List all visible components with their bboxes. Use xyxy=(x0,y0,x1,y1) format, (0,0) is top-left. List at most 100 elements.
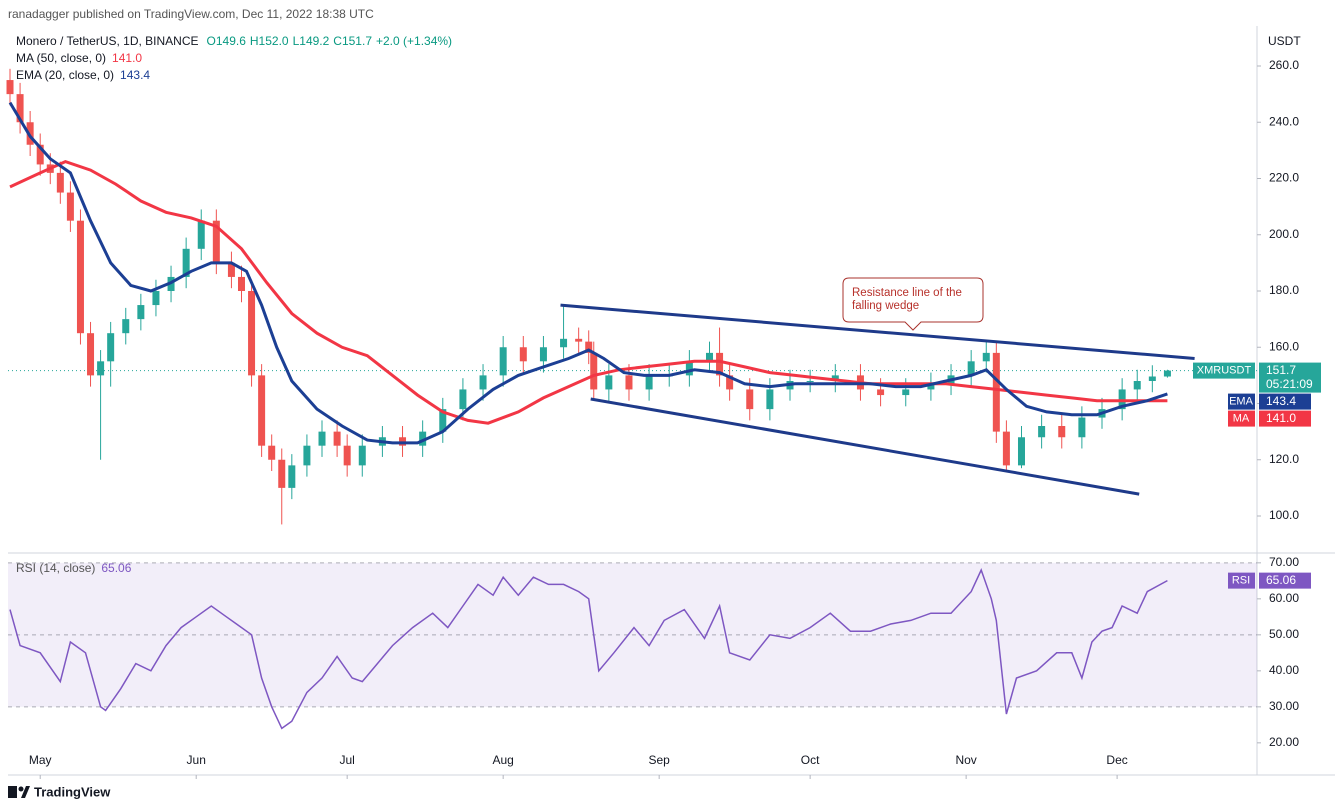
annotation-text: falling wedge xyxy=(852,300,919,312)
y-tick-label: 60.00 xyxy=(1269,591,1299,605)
y-tick-label: 30.00 xyxy=(1269,699,1299,713)
candle-body xyxy=(967,361,975,376)
candle-body xyxy=(716,352,724,376)
trendline xyxy=(560,303,1195,360)
candle-body xyxy=(16,94,24,123)
annotation-text: Resistance line of the xyxy=(852,287,962,299)
candle-body xyxy=(288,465,296,488)
candle-body xyxy=(56,172,64,193)
candle-body xyxy=(705,352,713,362)
callout xyxy=(842,277,984,331)
brand-logo xyxy=(8,786,30,798)
candle-body xyxy=(992,352,1000,432)
x-tick-label: Aug xyxy=(492,753,513,767)
candle-body xyxy=(539,347,547,362)
x-tick-label: Jun xyxy=(187,753,206,767)
legend-name: RSI (14, close) xyxy=(16,561,95,575)
candle-body xyxy=(419,431,427,446)
ohlc: L149.2 xyxy=(293,34,330,48)
candle-body xyxy=(1148,376,1156,381)
candle-body xyxy=(1038,426,1046,438)
plot-area: MayJunJulAugSepOctNovDec100.0120.0140.01… xyxy=(6,58,1321,779)
price-tag xyxy=(1259,362,1321,393)
candle-body xyxy=(519,347,527,362)
y-tick-label: 70.00 xyxy=(1269,555,1299,569)
y-tick-label: 200.0 xyxy=(1269,227,1299,241)
trendline xyxy=(590,397,1140,496)
candle-body xyxy=(605,375,613,390)
candle-body xyxy=(560,338,568,348)
candle-body xyxy=(182,248,190,277)
indicator-line xyxy=(9,159,1168,425)
price-tag-name: XMRUSDT xyxy=(1197,365,1252,377)
y-tick-label: 50.00 xyxy=(1269,627,1299,641)
y-tick-label: 120.0 xyxy=(1269,452,1299,466)
candle-body xyxy=(87,333,95,376)
price-tag-value: 151.7 xyxy=(1266,363,1296,377)
candle-body xyxy=(358,445,366,466)
candle-body xyxy=(1078,417,1086,438)
x-tick-label: May xyxy=(29,753,52,767)
x-tick-label: Dec xyxy=(1106,753,1127,767)
candle-body xyxy=(746,389,754,410)
legend-symbol: Monero / TetherUS, 1D, BINANCE O149.6 H152… xyxy=(16,34,452,48)
candle-body xyxy=(6,80,14,95)
candle-body xyxy=(212,220,220,263)
candle-body xyxy=(1017,437,1025,466)
candle-body xyxy=(107,333,115,362)
ohlc: C151.7 xyxy=(333,34,372,48)
candle-body xyxy=(36,144,44,165)
candle-body xyxy=(248,291,256,376)
candle-body xyxy=(439,409,447,432)
candle-body xyxy=(333,431,341,446)
y-tick-label: 20.00 xyxy=(1269,735,1299,749)
legend-value: 143.4 xyxy=(120,68,150,82)
candle-body xyxy=(1133,381,1141,390)
candle-body xyxy=(877,389,885,396)
candle-body xyxy=(303,445,311,466)
legend-name: MA (50, close, 0) xyxy=(16,51,106,65)
series-tag xyxy=(1259,572,1311,589)
candle-body xyxy=(982,352,990,362)
candle-body xyxy=(806,381,814,382)
candle-body xyxy=(1002,431,1010,466)
x-tick-label: Oct xyxy=(801,753,820,767)
series-tag-value: 65.06 xyxy=(1266,573,1296,587)
candle-body xyxy=(152,291,160,306)
candle-body xyxy=(76,220,84,334)
legend-ema: EMA (20, close, 0) 143.4 xyxy=(16,68,150,82)
candle-body xyxy=(343,445,351,466)
series-tag-label xyxy=(1228,410,1255,427)
candle-body xyxy=(137,305,145,320)
candle-body xyxy=(499,347,507,376)
legend-rsi: RSI (14, close) 65.06 xyxy=(16,561,132,575)
candle-body xyxy=(197,220,205,249)
y-tick-label: 40.00 xyxy=(1269,663,1299,677)
series-tag xyxy=(1259,393,1311,410)
symbol: Monero / TetherUS, 1D, BINANCE xyxy=(16,34,199,48)
price-tag-label xyxy=(1193,362,1255,379)
candle-body xyxy=(66,192,74,221)
candle-body xyxy=(645,375,653,390)
y-tick-label: 160.0 xyxy=(1269,339,1299,353)
series-tag-value: 143.4 xyxy=(1266,394,1296,408)
candle-body xyxy=(258,375,266,446)
ohlc: O149.6 xyxy=(207,34,247,48)
candle-body xyxy=(1163,370,1171,377)
y-tick-label: 180.0 xyxy=(1269,283,1299,297)
candle-body xyxy=(459,389,467,410)
ohlc: +2.0 (+1.34%) xyxy=(376,34,452,48)
candle-body xyxy=(268,445,276,460)
price-tag-countdown: 05:21:09 xyxy=(1266,377,1313,391)
ohlc: H152.0 xyxy=(250,34,289,48)
legend-value: 65.06 xyxy=(101,561,131,575)
annotation: Resistance line of the falling wedge xyxy=(842,277,984,331)
candle-body xyxy=(237,276,245,291)
candle-body xyxy=(590,352,598,390)
logo-part xyxy=(21,786,30,798)
series-tag xyxy=(1259,410,1311,427)
series-tag-label xyxy=(1228,572,1255,589)
candle-body xyxy=(479,375,487,390)
indicator-line xyxy=(8,101,1168,445)
